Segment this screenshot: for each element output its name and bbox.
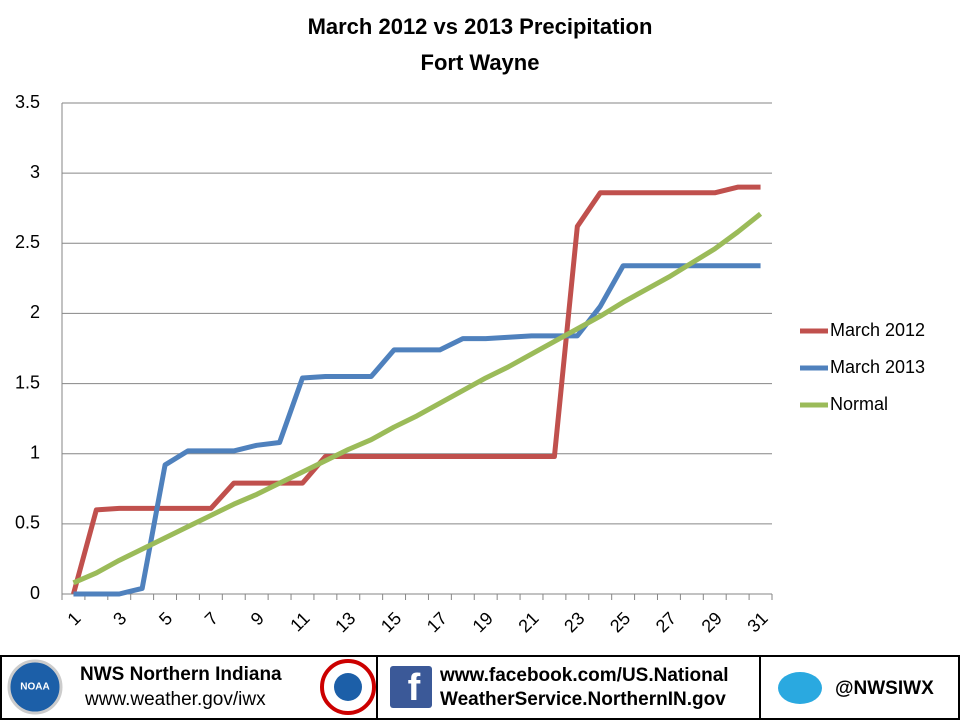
footer: NOAA f NWS Northern Indiana www.weather.… — [0, 655, 960, 720]
y-tick-label: 0 — [30, 583, 40, 603]
legend-label: Normal — [830, 394, 888, 414]
y-tick-label: 0.5 — [15, 513, 40, 533]
y-tick-label: 2.5 — [15, 232, 40, 252]
x-tick-label: 5 — [155, 608, 176, 629]
legend-label: March 2012 — [830, 320, 925, 340]
y-tick-label: 2 — [30, 302, 40, 322]
x-tick-label: 29 — [698, 608, 726, 636]
x-tick-label: 31 — [743, 608, 771, 636]
x-tick-label: 9 — [247, 608, 268, 629]
x-tick-label: 7 — [201, 608, 222, 629]
footer-title: NWS Northern Indiana — [80, 664, 282, 685]
twitter-icon — [778, 672, 822, 704]
x-tick-label: 15 — [377, 608, 405, 636]
x-tick-label: 11 — [286, 608, 313, 635]
facebook-url: www.facebook.com/US.National — [439, 665, 729, 686]
y-tick-label: 1.5 — [15, 372, 40, 392]
x-tick-label: 1 — [63, 608, 84, 629]
legend-label: March 2013 — [830, 357, 925, 377]
x-tick-label: 27 — [652, 608, 680, 636]
x-tick-label: 17 — [423, 608, 451, 636]
noaa-logo-text: NOAA — [20, 682, 49, 693]
data-line — [71, 184, 761, 595]
twitter-handle: @NWSIWX — [835, 678, 934, 699]
x-tick-label: 19 — [469, 608, 497, 636]
footer-url: www.weather.gov/iwx — [84, 689, 266, 710]
x-tick-label: 21 — [514, 608, 542, 636]
data-line — [72, 211, 763, 586]
x-tick-label: 23 — [560, 608, 588, 636]
data-line — [73, 263, 761, 597]
facebook-icon-letter: f — [408, 667, 421, 709]
chart-subtitle: Fort Wayne — [421, 50, 540, 75]
y-tick-label: 1 — [30, 442, 40, 462]
x-tick-label: 25 — [606, 608, 634, 636]
nws-logo-center — [334, 673, 362, 701]
y-tick-label: 3 — [30, 162, 40, 182]
facebook-icon — [390, 666, 432, 708]
facebook-url: WeatherService.NorthernIN.gov — [440, 689, 726, 710]
chart-title: March 2012 vs 2013 Precipitation — [308, 14, 653, 39]
x-tick-label: 13 — [331, 608, 359, 636]
y-tick-label: 3.5 — [15, 92, 40, 112]
noaa-logo — [7, 659, 63, 715]
x-tick-label: 3 — [109, 608, 130, 629]
